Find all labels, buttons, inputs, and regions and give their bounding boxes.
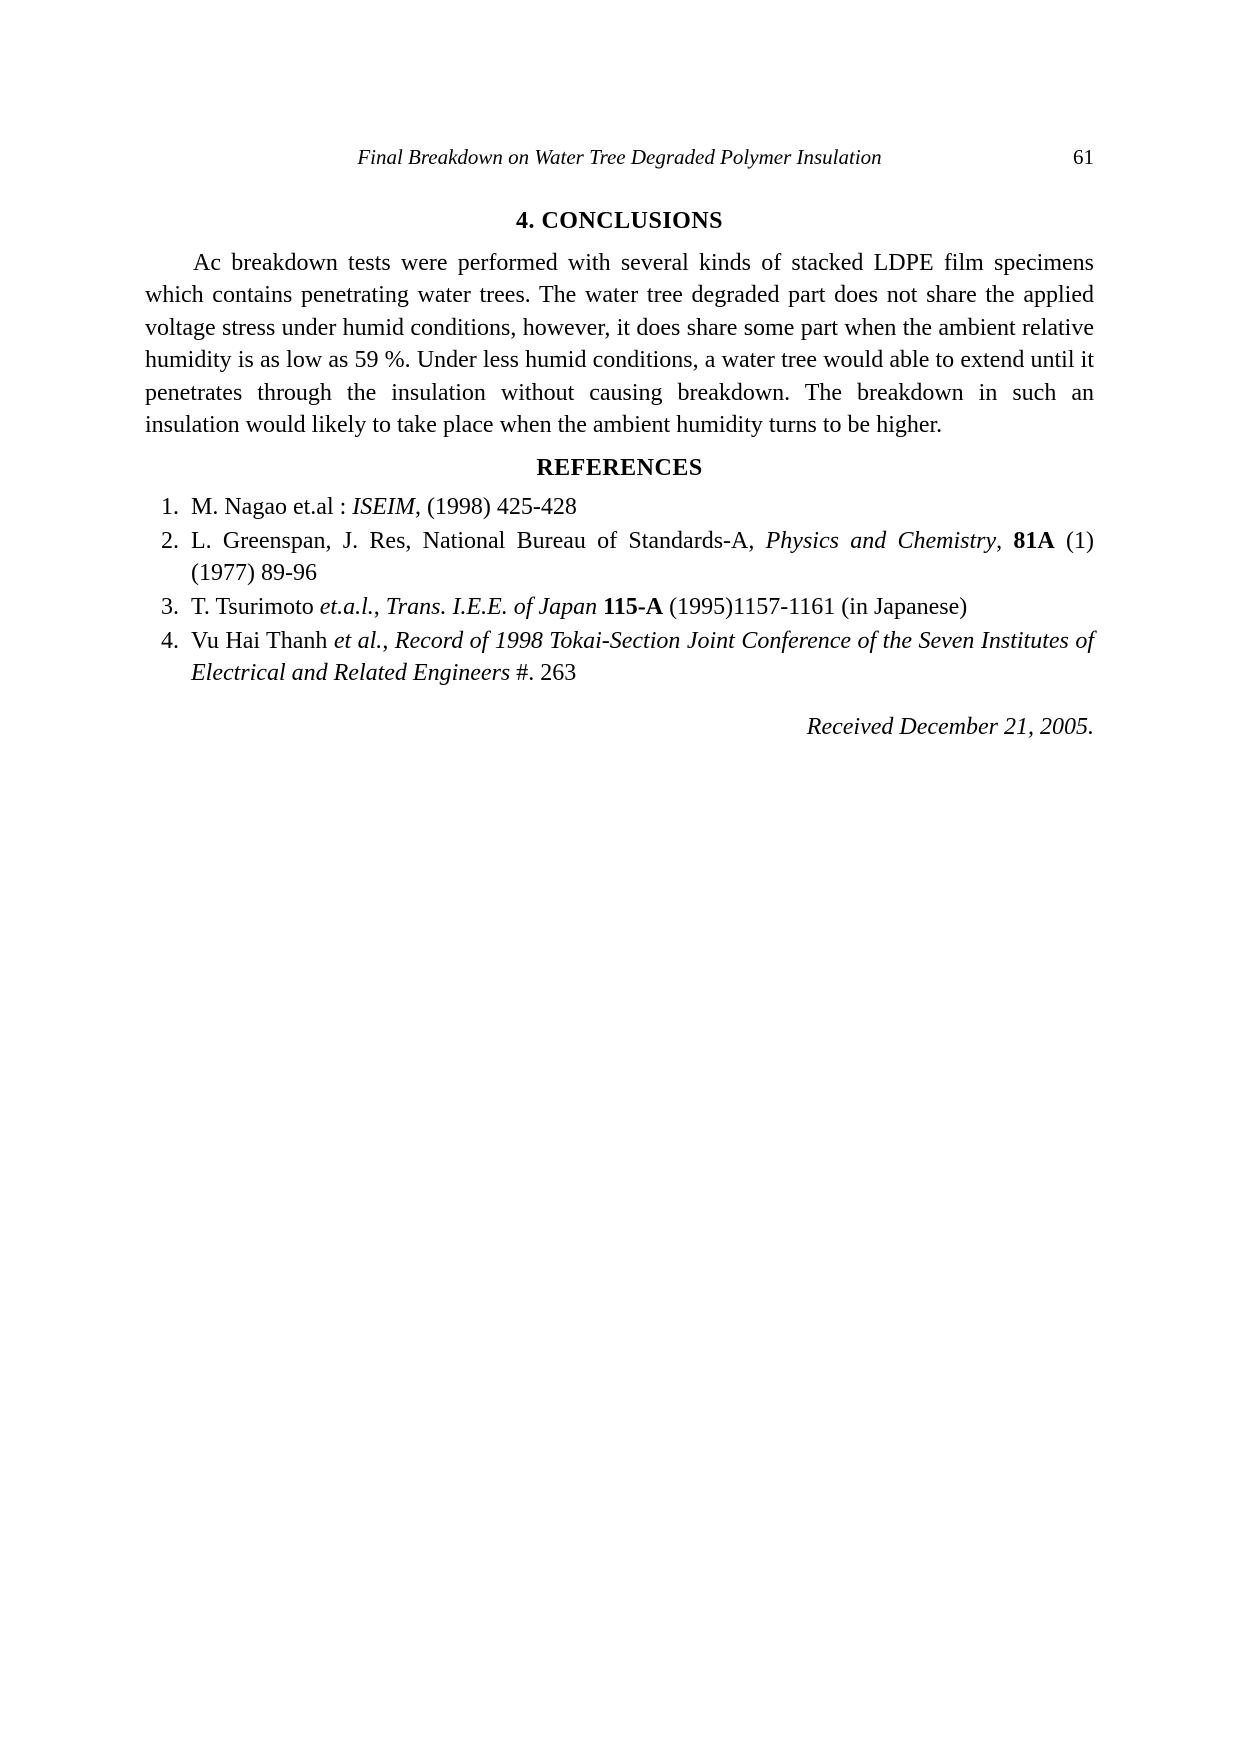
ref-ital: ISEIM [352,494,415,520]
ref-ital: Physics and Chemistry [766,528,997,554]
ref-text: , [374,594,386,620]
ref-text: , [382,628,394,654]
running-head-title: Final Breakdown on Water Tree Degraded P… [205,145,1034,170]
ref-ital: et.a.l. [320,594,374,620]
ref-bold: 115-A [603,594,663,620]
ref-ital: et al. [334,628,382,654]
running-head: Final Breakdown on Water Tree Degraded P… [145,145,1094,170]
section-heading-conclusions: 4. CONCLUSIONS [145,208,1094,235]
ref-text: , [996,528,1013,554]
ref-text: (1995)1157-1161 (in Japanese) [663,594,967,620]
ref-text: M. Nagao et.al : [191,494,352,520]
ref-text: #. 263 [510,660,576,686]
conclusions-paragraph: Ac breakdown tests were performed with s… [145,247,1094,441]
page: Final Breakdown on Water Tree Degraded P… [0,0,1239,1754]
reference-item: L. Greenspan, J. Res, National Bureau of… [185,526,1094,590]
ref-text: L. Greenspan, J. Res, National Bureau of… [191,528,766,554]
reference-item: T. Tsurimoto et.a.l., Trans. I.E.E. of J… [185,592,1094,624]
received-date: Received December 21, 2005. [145,714,1094,741]
page-number: 61 [1034,145,1094,170]
reference-item: Vu Hai Thanh et al., Record of 1998 Toka… [185,626,1094,690]
ref-text: T. Tsurimoto [191,594,320,620]
ref-text: , (1998) 425-428 [415,494,577,520]
ref-bold: 81A [1013,528,1054,554]
reference-item: M. Nagao et.al : ISEIM, (1998) 425-428 [185,492,1094,524]
references-list: M. Nagao et.al : ISEIM, (1998) 425-428 L… [145,492,1094,689]
ref-ital: Trans. I.E.E. of Japan [386,594,597,620]
section-heading-references: REFERENCES [145,455,1094,482]
ref-text: Vu Hai Thanh [191,628,334,654]
